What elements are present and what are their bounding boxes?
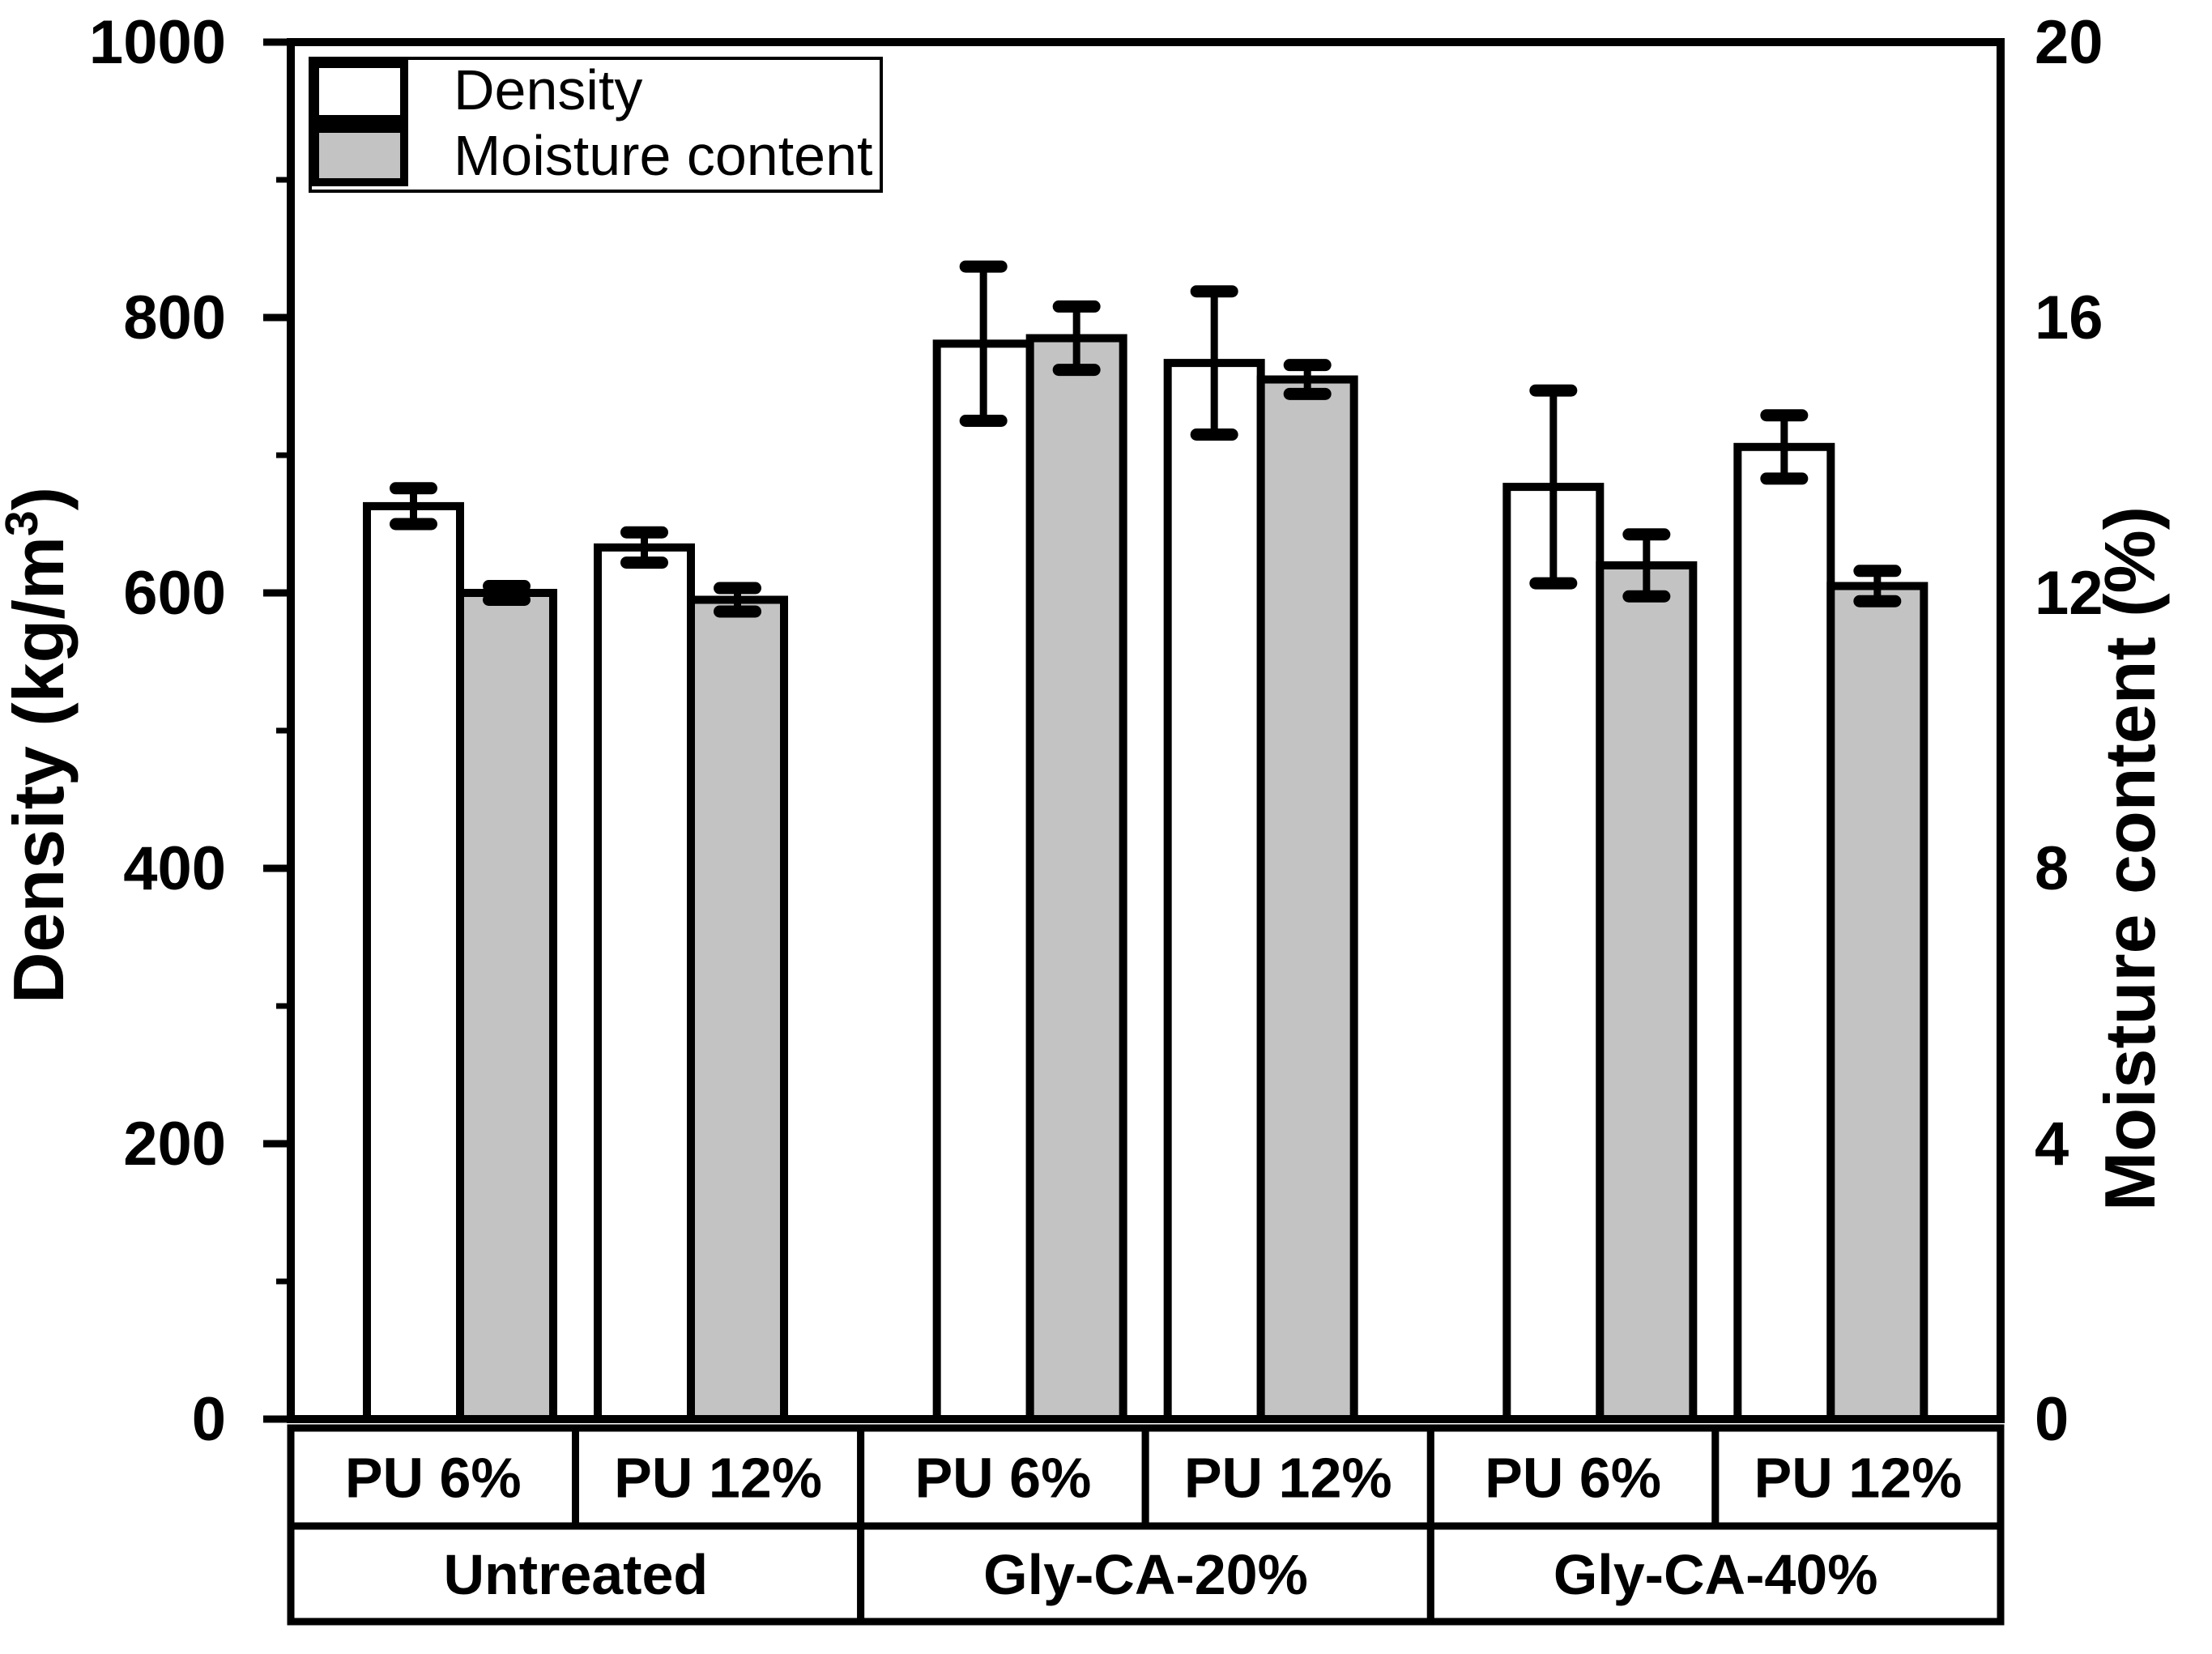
left-axis-tick-label: 1000 bbox=[89, 8, 226, 77]
bar-moisture-Gly-CA-40%-PU 12% bbox=[1826, 582, 1929, 1423]
right-axis-tick-label: 20 bbox=[2035, 8, 2103, 77]
left-axis-tick-label: 600 bbox=[123, 559, 226, 628]
table-cell-group bbox=[1426, 1522, 2005, 1626]
right-axis-tick-label: 8 bbox=[2035, 834, 2069, 903]
table-sublabel: PU 12% bbox=[1754, 1447, 1963, 1510]
table-cell-sub bbox=[857, 1424, 1149, 1530]
table-sublabel: PU 12% bbox=[1184, 1447, 1392, 1510]
bar-moisture-Gly-CA-40%-PU 6% bbox=[1596, 561, 1698, 1423]
table-cell-group bbox=[857, 1522, 1434, 1626]
bar-density-Gly-CA-20%-PU 12% bbox=[1163, 359, 1265, 1424]
table-cell-sub bbox=[1426, 1424, 1720, 1530]
table-cell-sub bbox=[1711, 1424, 2005, 1530]
bar-density-Gly-CA-40%-PU 6% bbox=[1502, 483, 1605, 1423]
left-axis-title: Density (kg/m3) bbox=[0, 487, 79, 1004]
left-axis-tick-label: 400 bbox=[123, 834, 226, 903]
right-axis-tick-label: 4 bbox=[2035, 1110, 2069, 1179]
legend-label-moisture: Moisture content bbox=[454, 124, 872, 187]
bar-moisture-Gly-CA-20%-PU 6% bbox=[1025, 334, 1127, 1423]
right-axis-title: Moisture content (%) bbox=[2090, 506, 2170, 1211]
table-cell-sub bbox=[287, 1424, 579, 1530]
bar-density-Untreated-PU 6% bbox=[363, 501, 464, 1423]
table-group-label: Gly-CA-20% bbox=[983, 1543, 1308, 1606]
right-axis-tick-label: 16 bbox=[2035, 283, 2103, 352]
bar-density-Gly-CA-40%-PU 12% bbox=[1733, 442, 1835, 1423]
bar-moisture-Untreated-PU 6% bbox=[456, 589, 557, 1423]
legend-label-density: Density bbox=[454, 58, 642, 121]
right-axis-tick-label: 0 bbox=[2035, 1385, 2069, 1454]
left-axis-tick-label: 800 bbox=[123, 283, 226, 352]
legend-density-swatch bbox=[319, 68, 400, 115]
table-cell-sub bbox=[572, 1424, 865, 1530]
right-axis-tick-label: 12 bbox=[2035, 559, 2103, 628]
left-axis-tick-label: 0 bbox=[192, 1385, 226, 1454]
table-sublabel: PU 6% bbox=[1485, 1447, 1661, 1510]
table-group-label: Gly-CA-40% bbox=[1554, 1543, 1878, 1606]
left-axis-tick-label: 200 bbox=[123, 1110, 226, 1179]
table-sublabel: PU 6% bbox=[914, 1447, 1091, 1510]
bar-moisture-Gly-CA-20%-PU 12% bbox=[1256, 375, 1358, 1423]
legend-moisture-swatch bbox=[319, 133, 400, 178]
bar-density-Gly-CA-20%-PU 6% bbox=[932, 339, 1034, 1423]
bar-density-Untreated-PU 12% bbox=[594, 543, 695, 1423]
bar-moisture-Untreated-PU 12% bbox=[687, 595, 788, 1423]
table-sublabel: PU 12% bbox=[614, 1447, 822, 1510]
table-group-label: Untreated bbox=[443, 1543, 708, 1606]
table-cell-sub bbox=[1141, 1424, 1434, 1530]
table-sublabel: PU 6% bbox=[345, 1447, 522, 1510]
